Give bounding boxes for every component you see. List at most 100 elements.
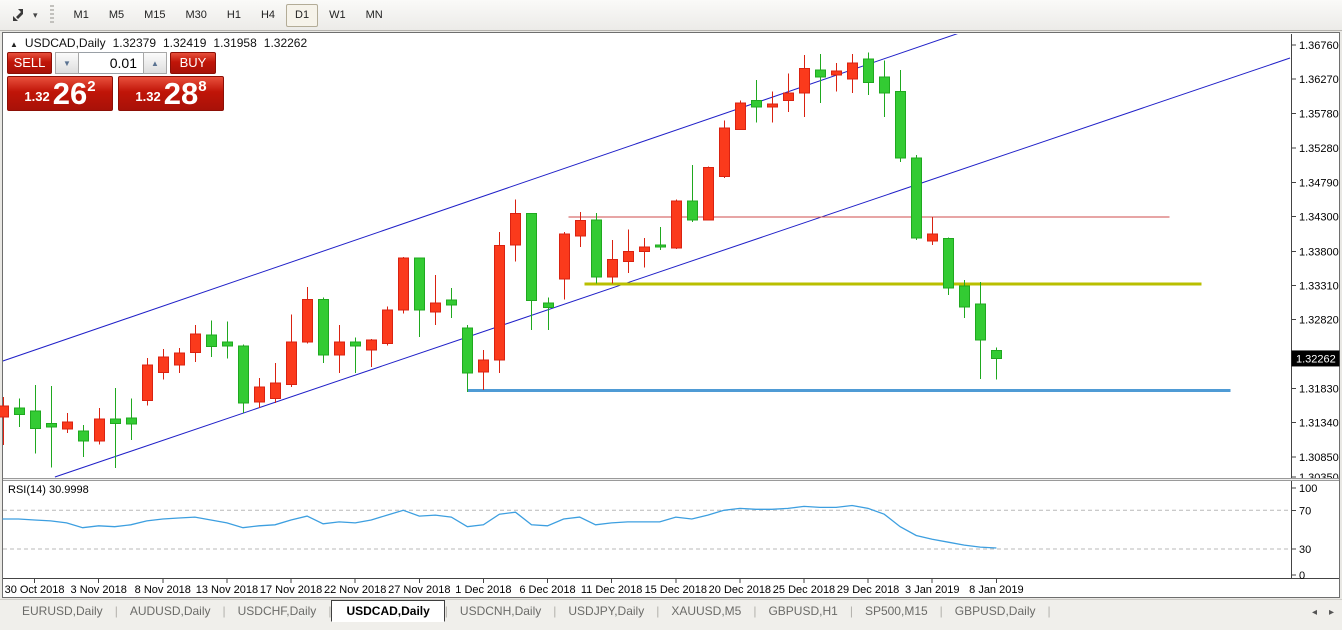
- candle-body: [719, 127, 730, 178]
- trade-panel-price-row: 1.32 26 2 1.32 28 8: [7, 76, 224, 111]
- timeframe-button-m30[interactable]: M30: [185, 8, 207, 21]
- candle-body: [334, 341, 345, 356]
- candle-body: [478, 359, 489, 373]
- sell-price-button[interactable]: 1.32 26 2: [7, 76, 113, 111]
- tab-divider: |: [753, 604, 757, 618]
- volume-increase-icon[interactable]: ▲: [143, 52, 167, 74]
- chart-tab-usdchf-daily[interactable]: USDCHF,Daily: [237, 604, 317, 618]
- one-click-trading-panel: SELL ▼ 0.01 ▲ BUY 1.32 26 2 1.32 28 8: [7, 52, 224, 111]
- date-label: 6 Dec 2018: [519, 584, 575, 596]
- candle-body: [126, 417, 137, 425]
- tab-divider: |: [444, 604, 448, 618]
- chart-tab-usdcad-daily[interactable]: USDCAD,Daily: [331, 600, 445, 622]
- candle-body: [591, 219, 602, 278]
- candle-body: [270, 382, 281, 399]
- price-axis-label: 1.35780: [1299, 108, 1339, 120]
- tab-divider: |: [849, 604, 853, 618]
- chart-shift-icon[interactable]: [8, 5, 28, 25]
- trendline-channel-lower[interactable]: [54, 57, 1291, 478]
- timeframes-toolbar: ▾ M1 M5 M15 M30 H1 H4 D1 W1 MN: [0, 0, 1342, 31]
- price-axis-label: 1.34300: [1299, 211, 1339, 223]
- tab-divider: |: [114, 604, 118, 618]
- candle-body: [783, 92, 794, 102]
- chart-tab-usdcnh-daily[interactable]: USDCNH,Daily: [459, 604, 542, 618]
- ohlc-open: 1.32379: [112, 36, 156, 50]
- candle-body: [847, 62, 858, 80]
- timeframe-button-m15[interactable]: M15: [144, 8, 166, 21]
- timeframe-button-mn[interactable]: MN: [365, 8, 383, 21]
- date-label: 8 Nov 2018: [135, 584, 191, 596]
- buy-button[interactable]: BUY: [170, 52, 216, 74]
- timeframe-button-h4[interactable]: H4: [260, 8, 276, 21]
- candle-body: [975, 303, 986, 341]
- chart-tab-audusd-daily[interactable]: AUDUSD,Daily: [129, 604, 211, 618]
- tabs-scroll-right-icon[interactable]: ▸: [1328, 607, 1334, 618]
- chart-tab-gbpusd-h1[interactable]: GBPUSD,H1: [768, 604, 838, 618]
- candle-body: [158, 356, 169, 374]
- sell-button[interactable]: SELL: [7, 52, 52, 74]
- candle-body: [110, 418, 121, 424]
- chart-tabs: EURUSD,Daily | AUDUSD,Daily | USDCHF,Daily | U…: [0, 600, 1342, 622]
- candle-body: [767, 103, 778, 108]
- timeframe-button-w1[interactable]: W1: [329, 8, 346, 21]
- candle-body: [751, 100, 762, 108]
- candle-body: [911, 157, 922, 239]
- chart-shift-icon-glyph: [13, 9, 23, 21]
- candle-body: [382, 309, 393, 344]
- subwindow-splitter[interactable]: [3, 478, 1339, 481]
- timeframe-button-m1[interactable]: M1: [73, 8, 89, 21]
- timeframe-button-m5[interactable]: M5: [108, 8, 125, 21]
- toolbar-grip-handle[interactable]: [49, 5, 54, 25]
- rsi-axis-label: 70: [1299, 505, 1311, 517]
- rsi-indicator-label: RSI(14) 30.9998: [8, 484, 89, 496]
- chart-tab-eurusd-daily[interactable]: EURUSD,Daily: [22, 604, 103, 618]
- chart-tab-gbpusd-daily[interactable]: GBPUSD,Daily: [954, 604, 1036, 618]
- date-label: 3 Nov 2018: [71, 584, 127, 596]
- volume-decrease-icon[interactable]: ▼: [55, 52, 79, 74]
- current-price-tag-bg: [1291, 350, 1340, 367]
- price-axis-label: 1.34790: [1299, 177, 1339, 189]
- candle-body: [543, 302, 554, 309]
- candle-body: [46, 422, 57, 428]
- chart-tab-xauusd-m5[interactable]: XAUUSD,M5: [671, 604, 742, 618]
- candle-body: [510, 213, 521, 246]
- volume-input[interactable]: 0.01: [79, 52, 143, 74]
- tab-divider: |: [656, 604, 660, 618]
- date-label: 8 Jan 2019: [969, 584, 1023, 596]
- candle-body: [655, 244, 666, 248]
- candle-body: [350, 341, 361, 347]
- tabs-scroll-left-icon[interactable]: ◂: [1311, 607, 1317, 618]
- candle-body: [94, 418, 105, 442]
- timeframe-button-group: M1 M5 M15 M30 H1 H4 D1 W1 MN: [64, 3, 393, 27]
- tab-scroll-controls: ◂ ▸: [1312, 607, 1334, 618]
- candle-body: [927, 233, 938, 242]
- candle-body: [430, 302, 441, 313]
- candle-body: [302, 298, 313, 343]
- timeframe-button-h1[interactable]: H1: [226, 8, 241, 21]
- candle-body: [687, 200, 698, 221]
- candle-body: [142, 364, 153, 401]
- candle-body: [174, 352, 185, 366]
- buy-price-button[interactable]: 1.32 28 8: [118, 76, 224, 111]
- candle-body: [703, 167, 714, 221]
- chart-tab-usdjpy-daily[interactable]: USDJPY,Daily: [568, 604, 645, 618]
- candle-body: [190, 333, 201, 353]
- rsi-axis-label: 30: [1299, 544, 1311, 556]
- candle-body: [222, 341, 233, 347]
- collapse-arrow-icon[interactable]: ▲: [10, 40, 18, 49]
- candle-body: [462, 327, 473, 374]
- timeframe-button-d1[interactable]: D1: [286, 3, 319, 27]
- rsi-header: RSI(14) 30.9998: [8, 484, 89, 496]
- bid-price-prefix: 1.32: [24, 89, 50, 104]
- toolbar-dropdown-caret-icon[interactable]: ▾: [33, 9, 38, 20]
- candle-body: [78, 430, 89, 442]
- price-axis-label: 1.32820: [1299, 315, 1339, 327]
- chart-tab-sp500-m15[interactable]: SP500,M15: [864, 604, 928, 618]
- chart-objects: [3, 34, 1291, 478]
- tab-divider: |: [553, 604, 557, 618]
- current-price-tag: 1.32262: [1291, 350, 1340, 367]
- date-label: 25 Dec 2018: [773, 584, 835, 596]
- tab-divider: |: [222, 604, 226, 618]
